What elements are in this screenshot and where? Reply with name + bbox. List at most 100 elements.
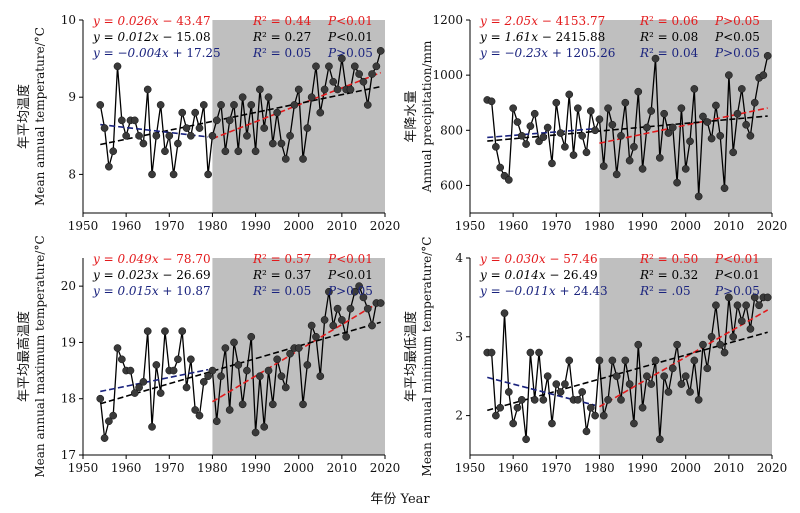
trend-r2-all: R² = 0.37 (252, 268, 311, 282)
data-point (130, 389, 139, 397)
y-axis-label-en: Annual precipitation/mm (420, 40, 434, 193)
data-point (517, 131, 526, 140)
data-point (608, 356, 617, 365)
data-point (290, 101, 299, 109)
data-point (586, 107, 595, 115)
data-point (720, 348, 729, 357)
data-point (707, 134, 716, 143)
data-point (630, 419, 638, 428)
data-point (504, 388, 513, 396)
data-point (569, 151, 578, 159)
data-point (191, 108, 200, 117)
trend-line-post (212, 300, 382, 403)
data-point (187, 355, 195, 364)
data-point (578, 131, 587, 140)
data-point (612, 372, 621, 381)
y-axis-label-cn: 年平均最高温度 (16, 311, 32, 402)
data-point (561, 142, 569, 151)
data-point (277, 139, 286, 148)
data-point (526, 122, 535, 131)
data-point (699, 340, 707, 349)
data-point (161, 147, 169, 156)
x-tick-label: 2020 (757, 219, 788, 233)
data-point (763, 293, 772, 302)
data-point (530, 395, 539, 404)
trend-r2-post: R² = 0.06 (639, 14, 698, 28)
data-point (187, 131, 195, 140)
trend-r2-pre: R² = 0.05 (252, 46, 311, 60)
data-point (359, 293, 368, 302)
data-point (217, 101, 225, 109)
y-tick-label: 18 (61, 392, 76, 406)
shaded-period (599, 20, 772, 213)
data-point (333, 304, 342, 313)
data-point (643, 372, 651, 381)
data-point (668, 123, 677, 132)
data-point (105, 417, 113, 426)
x-tick-label: 2010 (714, 461, 745, 475)
data-point (694, 395, 703, 404)
data-point (487, 348, 496, 357)
data-point (268, 139, 277, 148)
x-tick-label: 1960 (498, 461, 529, 475)
data-point (664, 129, 673, 137)
data-point (221, 147, 230, 156)
data-point (105, 162, 113, 171)
data-point (260, 423, 269, 431)
data-point (281, 155, 290, 163)
x-tick-label: 1990 (627, 219, 658, 233)
y-axis-label-en: Mean annual temperature/°C (33, 27, 47, 206)
data-point (742, 120, 750, 129)
data-point (161, 327, 169, 336)
trend-r2-pre: R² = 0.04 (639, 46, 699, 60)
trend-p-post: P<0.01 (327, 14, 373, 28)
data-point (530, 109, 539, 118)
x-tick-label: 1960 (111, 461, 142, 475)
data-point (281, 383, 290, 392)
x-tick-label: 2000 (283, 461, 314, 475)
data-point (556, 129, 565, 137)
data-point (725, 293, 733, 302)
trend-r2-post: R² = 0.44 (252, 14, 312, 28)
data-point (113, 344, 122, 352)
x-tick-label: 1950 (68, 461, 99, 475)
data-point (668, 364, 677, 373)
data-point (135, 383, 143, 392)
data-point (96, 394, 105, 403)
data-point (552, 98, 561, 107)
data-point (716, 340, 725, 349)
data-point (677, 104, 686, 113)
data-point (256, 372, 264, 381)
data-point (591, 126, 599, 135)
data-point (638, 403, 647, 412)
data-point (595, 115, 604, 124)
data-point (303, 124, 312, 132)
data-point (733, 301, 742, 310)
trend-p-pre: P>0.05 (327, 46, 373, 60)
data-point (355, 282, 363, 290)
trend-equation-pre: y = −0.004x + 17.25 (92, 46, 221, 60)
data-point (733, 109, 742, 118)
data-point (655, 435, 664, 444)
data-point (599, 162, 608, 170)
chart-panel-1: 1950 1960 1970 1980 1990 2000 2010 2020 8 9 10 年平均温… (16, 13, 400, 233)
data-point (737, 85, 746, 93)
x-tick-label: 1970 (154, 461, 185, 475)
data-point (199, 377, 208, 386)
trend-line-post (599, 107, 768, 144)
data-point (513, 403, 522, 412)
data-point (169, 366, 178, 375)
data-point (621, 98, 630, 107)
data-point (230, 101, 238, 109)
data-point (247, 332, 256, 341)
data-point (539, 133, 548, 142)
y-tick-label: 4 (455, 251, 463, 265)
data-point (96, 101, 105, 109)
data-point (617, 131, 625, 140)
data-point (234, 147, 243, 156)
x-tick-label: 1970 (541, 461, 572, 475)
data-point (750, 98, 759, 107)
y-tick-label: 3 (455, 330, 463, 344)
trend-line-all (100, 85, 381, 146)
data-point (673, 178, 681, 187)
